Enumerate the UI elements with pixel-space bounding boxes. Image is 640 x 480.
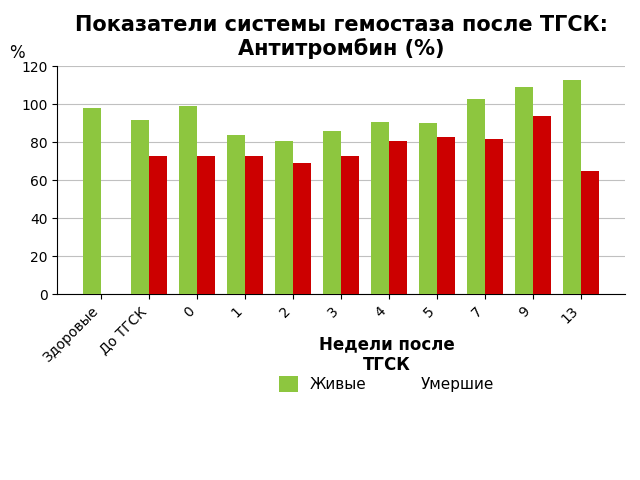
Legend: Живые, Умершие: Живые, Умершие: [273, 370, 500, 398]
Bar: [389, 141, 407, 294]
Bar: [563, 80, 581, 294]
Bar: [581, 171, 599, 294]
Bar: [323, 131, 341, 294]
Text: Недели после
ТГСК: Недели после ТГСК: [319, 335, 454, 374]
Bar: [293, 163, 311, 294]
Bar: [419, 123, 437, 294]
Bar: [275, 141, 293, 294]
Bar: [437, 137, 455, 294]
Bar: [485, 139, 503, 294]
Bar: [533, 116, 551, 294]
Bar: [467, 99, 485, 294]
Bar: [149, 156, 168, 294]
Bar: [515, 87, 533, 294]
Bar: [197, 156, 216, 294]
Bar: [245, 156, 263, 294]
Text: %: %: [9, 44, 24, 62]
Bar: [341, 156, 359, 294]
Bar: [83, 108, 101, 294]
Bar: [227, 135, 245, 294]
Bar: [371, 121, 389, 294]
Bar: [179, 107, 197, 294]
Title: Показатели системы гемостаза после ТГСК:
Антитромбин (%): Показатели системы гемостаза после ТГСК:…: [75, 15, 607, 60]
Bar: [131, 120, 149, 294]
